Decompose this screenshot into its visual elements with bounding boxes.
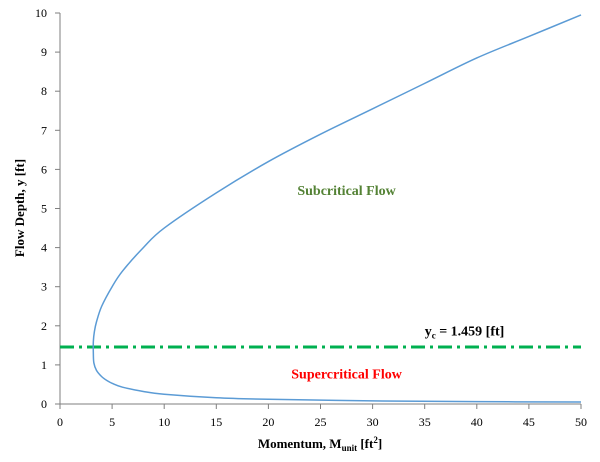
y-tick-label: 8 [41,84,47,98]
x-tick-label: 35 [419,415,431,429]
y-tick-label: 0 [41,397,47,411]
plot-area [59,13,582,405]
y-tick-label: 7 [41,123,47,137]
x-tick-label: 50 [575,415,587,429]
x-tick-label: 20 [262,415,274,429]
momentum-curve [92,14,582,403]
x-axis-ticks: 0 5 10 15 20 25 30 35 40 45 50 [57,404,587,429]
x-axis-title: Momentum, Munit [ft2] [258,435,382,453]
y-axis-title: Flow Depth, y [ft] [12,159,27,257]
x-tick-label: 5 [109,415,115,429]
supercritical-flow-label: Supercritical Flow [291,368,402,383]
y-tick-label: 1 [41,358,47,372]
x-tick-label: 40 [471,415,483,429]
y-tick-label: 6 [41,162,47,176]
y-tick-label: 3 [41,280,47,294]
y-tick-label: 5 [41,202,47,216]
x-tick-label: 45 [523,415,535,429]
x-tick-label: 15 [210,415,222,429]
y-axis-ticks: 0 1 2 3 4 5 6 7 8 9 10 [35,6,60,411]
subcritical-flow-label: Subcritical Flow [297,184,396,199]
y-tick-label: 2 [41,319,47,333]
y-tick-label: 10 [35,6,47,20]
x-tick-label: 0 [57,415,63,429]
x-tick-label: 25 [315,415,327,429]
critical-depth-label: yc = 1.459 [ft] [425,325,505,341]
y-tick-label: 4 [41,241,47,255]
y-tick-label: 9 [41,45,47,59]
x-tick-label: 30 [367,415,379,429]
x-tick-label: 10 [158,415,170,429]
